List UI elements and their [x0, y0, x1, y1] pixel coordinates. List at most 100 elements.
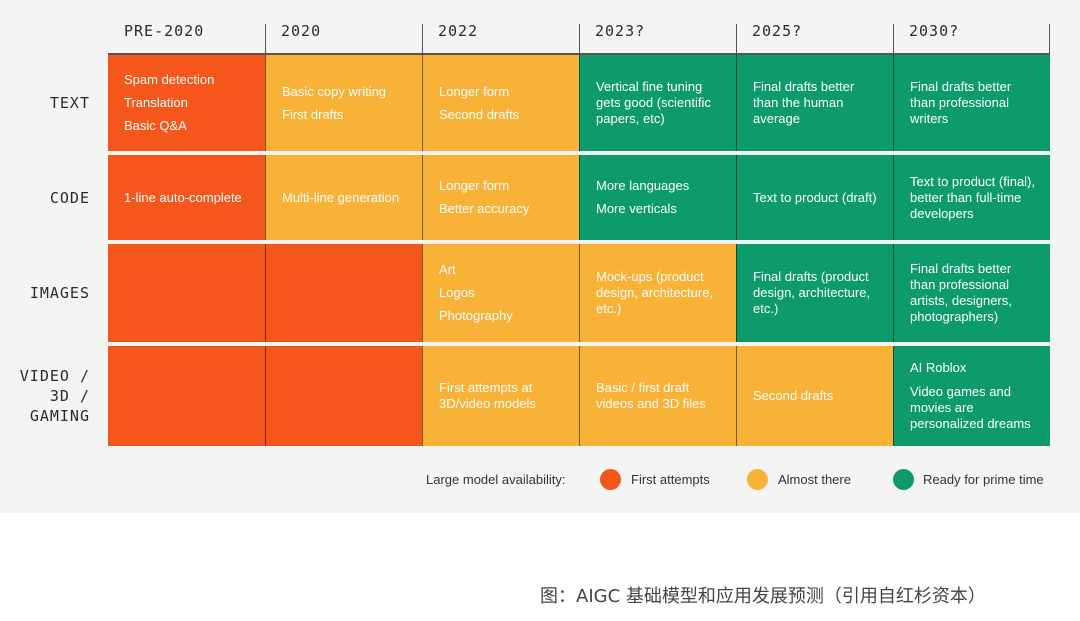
- legend-first-attempts-dot: [600, 469, 621, 490]
- cell-text-line: etc.): [753, 301, 779, 316]
- cell-text-line: Vertical fine tuning: [596, 79, 703, 94]
- row-label-line: 3D /: [49, 387, 90, 405]
- grid-cell-ready: More languages More verticals: [579, 155, 736, 240]
- cell-text-line: better than full-time: [910, 189, 1022, 205]
- column-header: PRE-2020: [124, 22, 205, 40]
- cell-text-line: Basic / first draft: [596, 380, 690, 395]
- cell-text-line: Text to product (final),: [910, 173, 1035, 189]
- cell-text-line: average: [753, 111, 800, 126]
- cell-text-line: Final drafts better: [910, 79, 1012, 94]
- figure-caption: 图：AIGC 基础模型和应用发展预测（引用自红杉资本）: [540, 586, 986, 607]
- cell-text-line: 1-line auto-complete: [124, 189, 242, 205]
- column-header: 2030?: [909, 22, 960, 40]
- cell-text-line: artists, designers,: [910, 293, 1012, 308]
- column-header: 2023?: [595, 22, 646, 40]
- cell-text-line: gets good (scientific: [596, 95, 711, 110]
- grid-cell-almost: Mock-ups (product design, architecture, et…: [579, 244, 736, 342]
- cell-text-line: writers: [910, 111, 949, 126]
- row-label-line: CODE: [49, 188, 90, 207]
- row-label-line: IMAGES: [29, 284, 90, 302]
- cell-text-line: Spam detection: [124, 72, 215, 87]
- cell-text-line: developers: [910, 205, 974, 221]
- cell-text-line: Basic Q&A: [124, 118, 187, 133]
- cell-text-line: Second drafts: [439, 106, 520, 122]
- row-label: TEXT: [0, 55, 100, 151]
- column-header: 2025?: [752, 22, 803, 40]
- grid-cell-first: 1-line auto-complete: [108, 155, 265, 240]
- grid-cell-almost: Multi-line generation: [265, 155, 422, 240]
- cell-text-line: Final drafts (product: [753, 269, 869, 284]
- cell-text-line: Mock-ups (product: [596, 269, 704, 284]
- column-header: 2020: [281, 22, 322, 40]
- cell-text-line: AI Roblox: [910, 360, 967, 375]
- cell-text-line: Second drafts: [753, 388, 834, 403]
- grid-cell-first: Spam detection Translation Basic Q&A: [108, 55, 265, 151]
- cell-text-line: 3D/video models: [439, 396, 536, 411]
- cell-text-line: Logos: [439, 285, 475, 300]
- legend-ready-label: Ready for prime time: [923, 472, 1044, 487]
- row-label: VIDEO / 3D / GAMING: [0, 346, 100, 446]
- grid-cell-ready: Final drafts (product design, architectur…: [736, 244, 893, 342]
- cell-text-line: Video games and: [910, 384, 1011, 399]
- cell-text-line: personalized dreams: [910, 416, 1031, 431]
- grid-cell-first: [265, 346, 422, 446]
- cell-text-line: videos and 3D files: [596, 396, 706, 411]
- cell-text-line: Final drafts better: [753, 79, 855, 94]
- column-header-separator: [579, 24, 580, 54]
- legend-almost-there-label: Almost there: [778, 472, 851, 487]
- grid-cell-first: [265, 244, 422, 342]
- grid-cell-almost: First attempts at 3D/video models: [422, 346, 579, 446]
- cell-text-line: Longer form: [439, 83, 510, 99]
- row-label-line: TEXT: [49, 94, 90, 112]
- cell-text-line: Photography: [439, 308, 513, 323]
- cell-text-line: Translation: [124, 95, 188, 110]
- roadmap-panel: PRE-2020 2020 2022 2023? 2025? 2030? Spam det…: [0, 0, 1080, 513]
- cell-text-line: design, architecture,: [753, 285, 871, 300]
- cell-text-line: Better accuracy: [439, 201, 530, 216]
- grid-cell-almost: Longer form Second drafts: [422, 55, 579, 151]
- cell-text-line: than the human: [753, 95, 844, 110]
- grid-cell-ready: Text to product (draft): [736, 155, 893, 240]
- cell-text-line: Basic copy writing: [282, 83, 387, 99]
- grid-cell-ready: Text to product (final), better than full…: [893, 155, 1050, 240]
- cell-text-line: etc.): [596, 301, 622, 316]
- cell-text-line: Art: [439, 262, 456, 277]
- column-header-separator: [893, 24, 894, 54]
- cell-text-line: Text to product (draft): [753, 189, 877, 205]
- grid-cell-ready: Final drafts better than the human average: [736, 55, 893, 151]
- grid-cell-almost: Longer form Better accuracy: [422, 155, 579, 240]
- cell-text-line: First drafts: [282, 106, 344, 122]
- grid-cell-almost: Basic / first draft videos and 3D files: [579, 346, 736, 446]
- cell-text-line: More languages: [596, 178, 690, 193]
- legend-title: Large model availability:: [426, 472, 566, 487]
- grid-cell-ready: Final drafts better than professional arti…: [893, 244, 1050, 342]
- column-header-separator: [1049, 24, 1050, 54]
- cell-text-line: Final drafts better: [910, 261, 1012, 276]
- cell-text-line: First attempts at: [439, 380, 533, 395]
- cell-text-line: movies are: [910, 400, 974, 415]
- legend-first-attempts-label: First attempts: [631, 472, 710, 487]
- header-divider: [108, 53, 1050, 55]
- column-header-separator: [265, 24, 266, 54]
- legend: Large model availability: First attempts…: [0, 468, 1080, 492]
- grid-cell-first: [108, 346, 265, 446]
- grid-cell-ready: Final drafts better than professional writ…: [893, 55, 1050, 151]
- grid-cell-ready: Vertical fine tuning gets good (scientifi…: [579, 55, 736, 151]
- grid-cell-almost: Second drafts: [736, 346, 893, 446]
- cell-text-line: More verticals: [596, 201, 677, 216]
- grid-cell-almost: Art Logos Photography: [422, 244, 579, 342]
- grid-cell-almost: Basic copy writing First drafts: [265, 55, 422, 151]
- legend-ready-dot: [893, 469, 914, 490]
- grid-cell-first: [108, 244, 265, 342]
- cell-text-line: design, architecture,: [596, 285, 714, 300]
- cell-text-line: Multi-line generation: [282, 189, 400, 205]
- cell-text-line: Longer form: [439, 178, 510, 193]
- column-header-separator: [422, 24, 423, 54]
- cell-text-line: photographers): [910, 309, 999, 324]
- column-header: 2022: [438, 22, 479, 40]
- cell-text-line: papers, etc): [596, 111, 665, 126]
- cell-text-line: than professional: [910, 277, 1010, 292]
- cell-text-line: than professional: [910, 95, 1010, 110]
- column-header-separator: [736, 24, 737, 54]
- row-label: IMAGES: [0, 244, 100, 342]
